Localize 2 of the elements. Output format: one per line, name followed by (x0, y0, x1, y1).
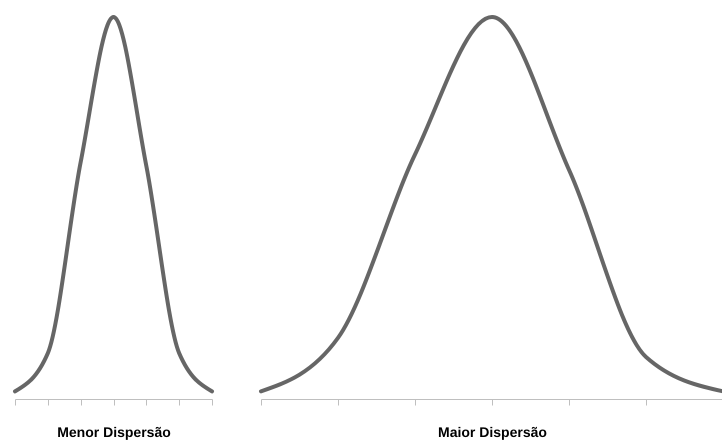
x-axis-title: Menor Dispersão (57, 424, 171, 440)
x-axis-title: Maior Dispersão (438, 424, 547, 440)
